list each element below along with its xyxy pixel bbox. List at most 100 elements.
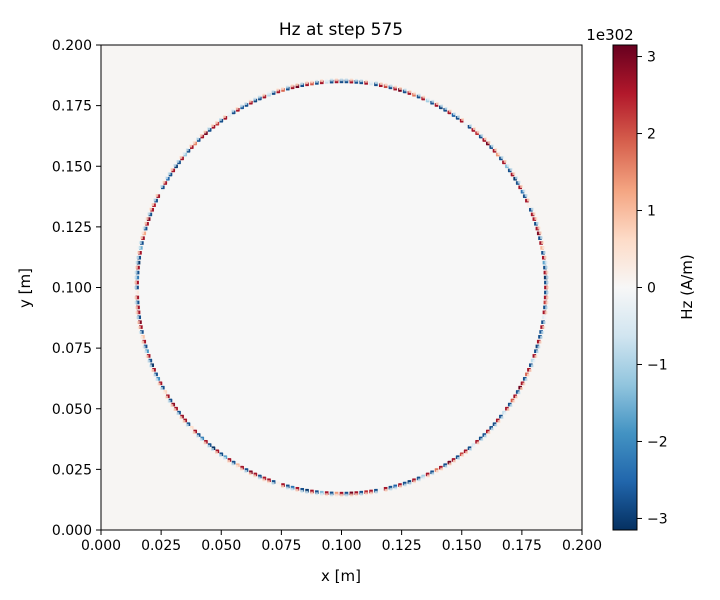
y-tick-label: 0.000 — [52, 523, 92, 539]
ring-cell — [315, 81, 319, 85]
ring-halo-cell — [165, 395, 168, 399]
ring-cell — [538, 335, 542, 339]
ring-cell — [425, 472, 430, 477]
ring-cell — [434, 103, 439, 107]
y-tick-label: 0.050 — [52, 402, 92, 418]
colorbar-tick-label: 1 — [647, 204, 656, 220]
ring-halo-cell — [545, 301, 549, 304]
ring-cell — [364, 490, 368, 494]
ring-cell — [158, 189, 163, 194]
ring-halo-cell — [285, 85, 289, 89]
ring-cell — [138, 320, 142, 324]
ring-halo-cell — [435, 470, 439, 473]
ring-halo-cell — [538, 231, 542, 235]
ring-halo-cell — [448, 462, 452, 466]
ring-halo-cell — [394, 486, 398, 490]
ring-cell — [543, 300, 548, 305]
ring-halo-cell — [417, 93, 421, 97]
ring-halo-cell — [461, 118, 464, 121]
ring-halo-cell — [472, 444, 476, 448]
ring-halo-cell — [176, 159, 180, 163]
ring-cell — [430, 100, 434, 105]
ring-halo-cell — [340, 493, 343, 497]
ring-halo-cell — [196, 137, 199, 141]
ring-halo-cell — [235, 107, 239, 110]
ring-halo-cell — [262, 478, 266, 482]
ring-halo-cell — [330, 78, 333, 82]
ring-cell — [520, 381, 525, 386]
ring-halo-cell — [472, 127, 476, 131]
ring-cell — [135, 300, 140, 305]
ring-cell — [383, 84, 388, 89]
ring-cell — [253, 472, 258, 477]
ring-halo-cell — [497, 152, 501, 155]
y-axis-label: y [m] — [16, 268, 34, 308]
ring-cell — [359, 490, 364, 495]
colorbar-tick-label: −2 — [647, 434, 668, 450]
ring-cell — [305, 82, 309, 87]
ring-halo-cell — [271, 482, 275, 485]
ring-cell — [324, 80, 329, 84]
ring-halo-cell — [537, 345, 541, 349]
ring-halo-cell — [530, 364, 534, 368]
ring-cell — [244, 103, 249, 107]
ring-cell — [310, 489, 314, 494]
ring-halo-cell — [223, 457, 226, 460]
ring-halo-cell — [179, 416, 183, 419]
ring-halo-cell — [494, 423, 498, 427]
colorbar-gradient — [612, 44, 638, 531]
y-tick-label: 0.075 — [52, 341, 92, 357]
ring-halo-cell — [134, 291, 137, 294]
ring-cell — [145, 349, 149, 353]
x-tick-label: 0.150 — [442, 538, 482, 554]
y-tick-label: 0.200 — [52, 38, 92, 54]
ring-halo-cell — [512, 172, 516, 176]
ring-halo-cell — [239, 467, 243, 471]
ring-cell — [267, 478, 271, 483]
ring-cell — [541, 315, 546, 320]
ring-halo-cell — [137, 246, 141, 249]
colorbar-scale-label: 1e302 — [586, 26, 633, 44]
ring-cell — [369, 81, 373, 86]
ring-halo-cell — [540, 335, 543, 339]
ring-halo-cell — [199, 438, 203, 442]
ring-halo-cell — [541, 241, 545, 245]
ring-halo-cell — [426, 474, 430, 478]
ring-cell — [374, 82, 378, 87]
ring-cell — [543, 295, 548, 300]
x-tick-label: 0.075 — [261, 538, 301, 554]
ring-cell — [276, 481, 281, 486]
ring-cell — [156, 377, 161, 381]
ring-cell — [267, 92, 271, 97]
ring-halo-cell — [155, 378, 159, 381]
ring-cell — [276, 89, 281, 94]
ring-cell — [138, 251, 142, 255]
ring-halo-cell — [192, 141, 196, 144]
ring-halo-cell — [359, 492, 363, 496]
ring-halo-cell — [417, 478, 421, 482]
ring-cell — [295, 84, 300, 89]
ring-halo-cell — [374, 81, 378, 85]
ring-halo-cell — [359, 79, 363, 83]
ring-halo-cell — [140, 335, 143, 339]
ring-halo-cell — [281, 485, 284, 488]
ring-cell — [136, 265, 140, 270]
ring-cell — [249, 470, 253, 475]
colorbar-label: Hz (A/m) — [678, 254, 696, 320]
ring-cell — [154, 372, 158, 377]
ring-cell — [334, 491, 339, 496]
ring-cell — [540, 246, 544, 250]
ring-cell — [530, 358, 535, 363]
ring-cell — [534, 222, 538, 226]
ring-halo-cell — [408, 90, 412, 93]
ring-halo-cell — [182, 152, 186, 155]
ring-cell — [383, 486, 388, 491]
ring-halo-cell — [399, 485, 402, 488]
ring-halo-cell — [162, 391, 166, 395]
ring-halo-cell — [457, 115, 460, 118]
ring-halo-cell — [503, 412, 507, 416]
ring-halo-cell — [480, 133, 484, 137]
ring-halo-cell — [135, 311, 139, 314]
ring-cell — [542, 260, 547, 265]
ring-cell — [388, 85, 393, 90]
